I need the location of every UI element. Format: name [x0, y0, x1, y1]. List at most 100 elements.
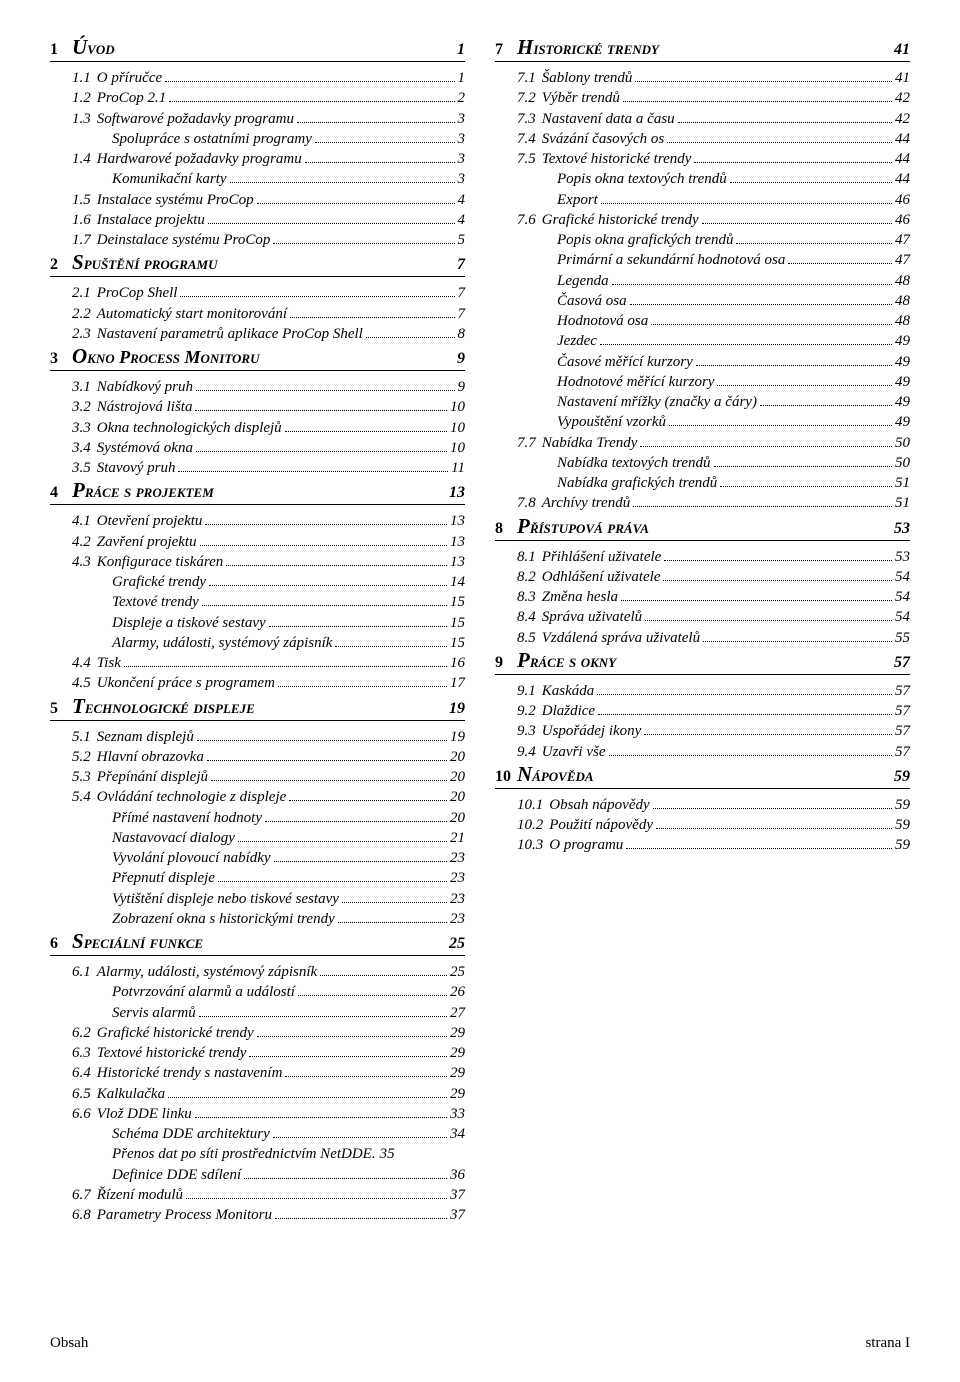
entry-label: Textové historické trendy	[542, 149, 692, 169]
toc-subentry: Vyvolání plovoucí nabídky23	[50, 848, 465, 868]
entry-page: 2	[458, 88, 466, 108]
page-footer: Obsah strana I	[50, 1335, 910, 1352]
toc-entry: 7.7Nabídka Trendy50	[495, 433, 910, 453]
entry-page: 17	[450, 673, 465, 693]
entry-number: 10.1	[517, 795, 543, 815]
entry-number: 3.1	[72, 377, 91, 397]
leader-dots	[273, 1129, 447, 1138]
leader-dots	[257, 195, 455, 204]
entry-label: Otevření projektu	[97, 511, 203, 531]
entry-label: Nabídka textových trendů	[557, 453, 711, 473]
entry-label: Řízení modulů	[97, 1185, 183, 1205]
entry-number: 2.2	[72, 304, 91, 324]
toc-entry: 3.3Okna technologických displejů10	[50, 418, 465, 438]
leader-dots	[265, 813, 447, 822]
entry-number: 3.5	[72, 458, 91, 478]
chapter-number: 8	[495, 520, 517, 538]
leader-dots	[285, 423, 447, 432]
chapter-title: Práce s okny	[517, 648, 888, 673]
toc-subentry: Popis okna textových trendů44	[495, 169, 910, 189]
toc-subentry: Grafické trendy14	[50, 572, 465, 592]
toc-entry: 8.2Odhlášení uživatele54	[495, 567, 910, 587]
leader-dots	[290, 309, 454, 318]
chapter-page: 19	[449, 700, 465, 718]
toc-subentry: Legenda48	[495, 271, 910, 291]
leader-dots	[199, 1008, 447, 1017]
entry-page: 57	[895, 742, 910, 762]
leader-dots	[207, 752, 447, 761]
toc-chapter: 10Nápověda59	[495, 762, 910, 789]
toc-entry: 6.3Textové historické trendy29	[50, 1043, 465, 1063]
entry-page: 33	[450, 1104, 465, 1124]
toc-entry: 1.4Hardwarové požadavky programu3	[50, 149, 465, 169]
entry-number: 1.7	[72, 230, 91, 250]
chapter-number: 2	[50, 256, 72, 274]
entry-number: 6.5	[72, 1084, 91, 1104]
entry-page: 47	[895, 230, 910, 250]
leader-dots	[635, 73, 892, 82]
leader-dots	[205, 516, 447, 525]
entry-page: 3	[458, 169, 466, 189]
toc-subentry: Alarmy, události, systémový zápisník15	[50, 633, 465, 653]
entry-page: 7	[458, 283, 466, 303]
chapter-title: Práce s projektem	[72, 478, 443, 503]
entry-label: Automatický start monitorování	[97, 304, 287, 324]
entry-number: 2.1	[72, 283, 91, 303]
entry-page: 29	[450, 1084, 465, 1104]
entry-page: 36	[450, 1165, 465, 1185]
toc-entry: 7.4Svázání časových os44	[495, 129, 910, 149]
entry-number: 3.3	[72, 418, 91, 438]
chapter-number: 6	[50, 935, 72, 953]
leader-dots	[180, 288, 454, 297]
leader-dots	[366, 329, 455, 338]
leader-dots	[600, 336, 892, 345]
chapter-number: 3	[50, 350, 72, 368]
entry-page: 46	[895, 210, 910, 230]
toc-chapter: 1Úvod1	[50, 35, 465, 62]
toc-entry: 5.3Přepínání displejů20	[50, 767, 465, 787]
toc-entry: 6.1Alarmy, události, systémový zápisník2…	[50, 962, 465, 982]
leader-dots	[238, 833, 447, 842]
toc-entry: 8.1Přihlášení uživatele53	[495, 547, 910, 567]
chapter-page: 25	[449, 935, 465, 953]
entry-page: 10	[450, 397, 465, 417]
leader-dots	[656, 820, 892, 829]
chapter-title: Okno Process Monitoru	[72, 344, 451, 369]
entry-page: 44	[895, 169, 910, 189]
chapter-page: 1	[457, 41, 465, 59]
entry-number: 7.5	[517, 149, 536, 169]
toc-subentry: Schéma DDE architektury34	[50, 1124, 465, 1144]
leader-dots	[730, 174, 892, 183]
entry-page: 46	[895, 190, 910, 210]
entry-label: Kaskáda	[542, 681, 595, 701]
toc-chapter: 5Technologické displeje19	[50, 694, 465, 721]
toc-entry: 7.5Textové historické trendy44	[495, 149, 910, 169]
entry-label: Alarmy, události, systémový zápisník	[112, 633, 332, 653]
leader-dots	[612, 276, 892, 285]
chapter-number: 7	[495, 41, 517, 59]
entry-page: 42	[895, 109, 910, 129]
leader-dots	[169, 93, 454, 102]
leader-dots	[197, 732, 447, 741]
toc-subentry: Komunikační karty3	[50, 169, 465, 189]
entry-number: 4.5	[72, 673, 91, 693]
entry-label: Přihlášení uživatele	[542, 547, 662, 567]
chapter-title: Přístupová práva	[517, 514, 888, 539]
toc-page: 1Úvod11.1O příručce11.2ProCop 2.121.3Sof…	[0, 0, 960, 1225]
leader-dots	[275, 1210, 447, 1219]
toc-chapter: 6Speciální funkce25	[50, 929, 465, 956]
entry-page: 23	[450, 889, 465, 909]
leader-dots	[289, 792, 447, 801]
leader-dots	[630, 296, 892, 305]
entry-label: Popis okna grafických trendů	[557, 230, 733, 250]
toc-subentry: Displeje a tiskové sestavy15	[50, 613, 465, 633]
entry-number: 9.1	[517, 681, 536, 701]
toc-entry: 9.3Uspořádej ikony57	[495, 721, 910, 741]
entry-label: Odhlášení uživatele	[542, 567, 661, 587]
toc-entry: 10.2Použití nápovědy59	[495, 815, 910, 835]
chapter-number: 10	[495, 768, 517, 786]
entry-label: Legenda	[557, 271, 609, 291]
toc-entry: 3.2Nástrojová lišta10	[50, 397, 465, 417]
entry-number: 10.2	[517, 815, 543, 835]
entry-label: Výběr trendů	[542, 88, 620, 108]
